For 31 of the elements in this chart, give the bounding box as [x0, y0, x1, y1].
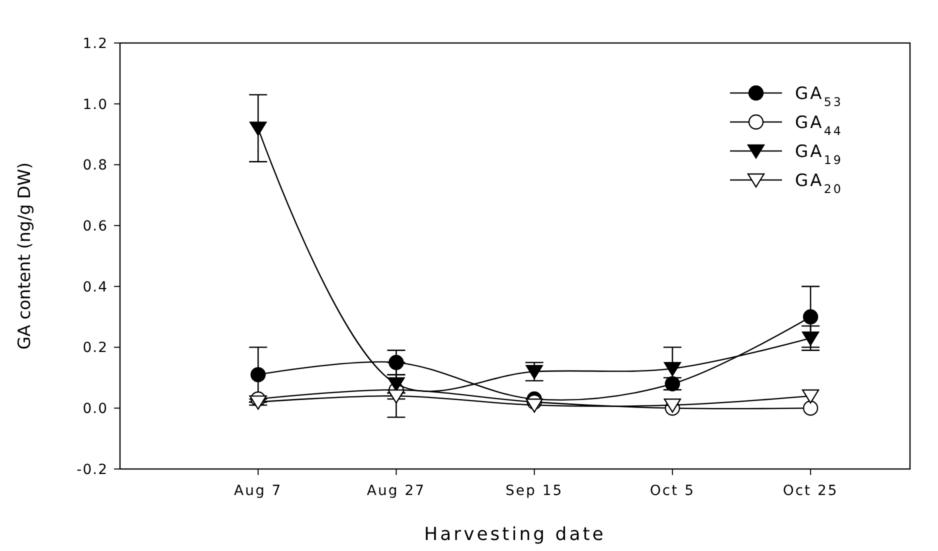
- y-tick-label: 1.0: [82, 96, 108, 113]
- x-axis-title: Harvesting date: [424, 524, 606, 545]
- point: [664, 362, 682, 376]
- x-tick-label: Aug 27: [366, 483, 426, 499]
- point: [250, 122, 267, 136]
- point: [664, 398, 682, 413]
- legend-label: GA$_{19}$: [795, 142, 843, 167]
- point: [526, 398, 543, 413]
- point: [388, 389, 405, 404]
- legend-label: GA$_{20}$: [795, 170, 843, 196]
- point: [250, 395, 267, 410]
- x-tick-label: Oct 5: [650, 483, 695, 499]
- y-axis-title: GA content (ng/g DW): [15, 162, 35, 350]
- y-tick-label: 0.8: [82, 158, 108, 174]
- x-tick-label: Aug 7: [234, 483, 282, 499]
- legend-label: GA$_{53}$: [795, 84, 843, 109]
- x-tick-label: Sep 15: [506, 483, 564, 499]
- point: [388, 377, 405, 392]
- point: [526, 365, 543, 380]
- y-tick-label: 0.6: [82, 218, 108, 234]
- y-tick-label: 0.4: [82, 279, 108, 296]
- y-tick-label: -0.2: [76, 462, 108, 478]
- point: [802, 389, 820, 404]
- legend-label: GA$_{44}$: [795, 112, 843, 138]
- y-tick-label: 1.2: [82, 36, 108, 52]
- point: [802, 400, 818, 416]
- point: [250, 367, 266, 382]
- y-tick-label: 0.2: [82, 340, 108, 356]
- x-tick-label: Oct 25: [782, 483, 838, 499]
- y-tick-label: 0.0: [82, 401, 108, 418]
- point: [802, 309, 818, 324]
